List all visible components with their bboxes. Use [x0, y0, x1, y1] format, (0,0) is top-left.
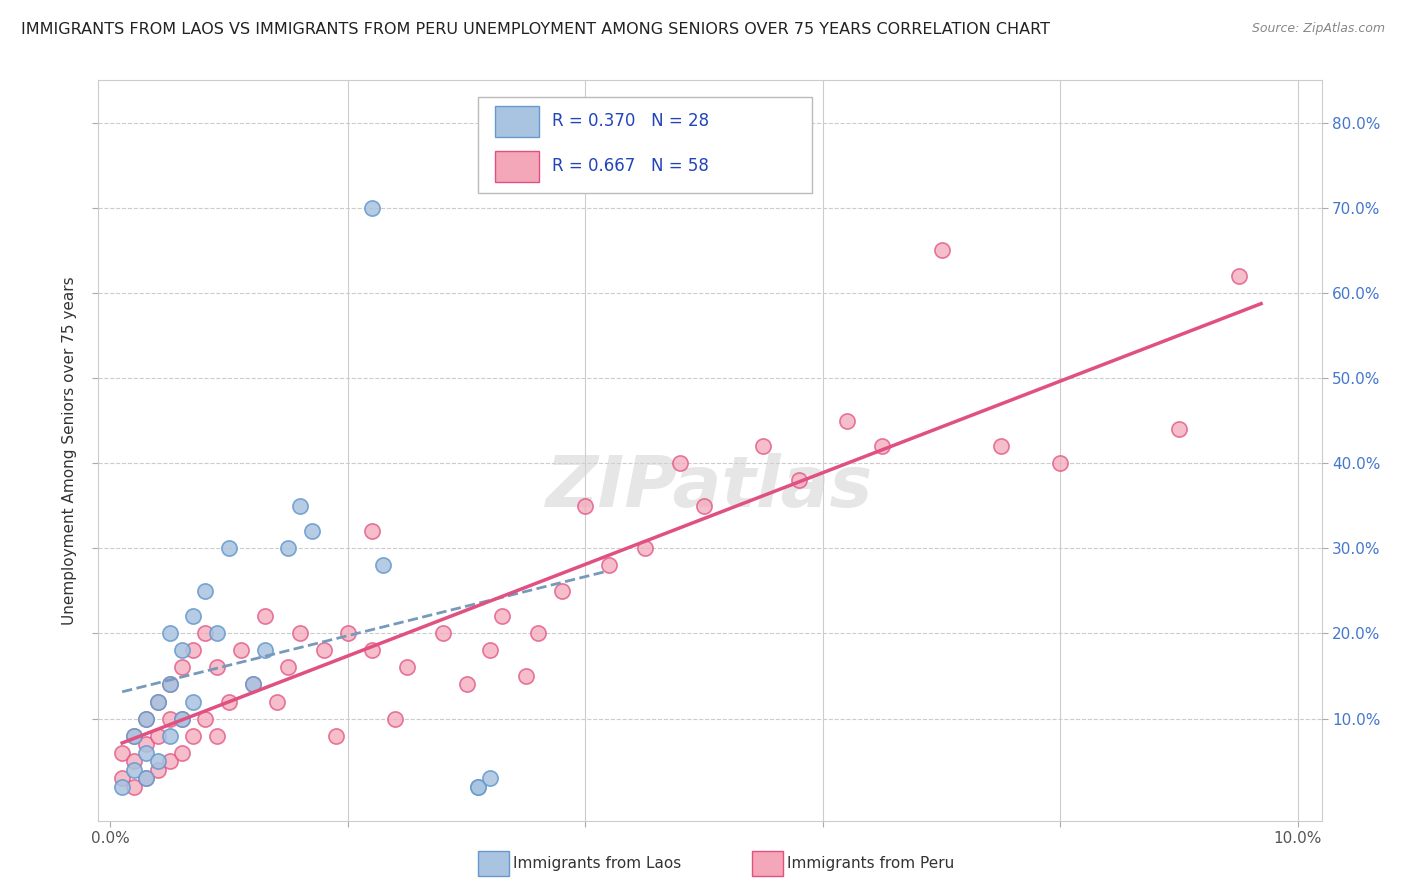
Point — [253, 609, 276, 624]
Point — [515, 669, 537, 683]
Point — [146, 729, 169, 743]
Point — [360, 643, 382, 657]
Point — [146, 754, 169, 768]
Point — [159, 729, 181, 743]
Y-axis label: Unemployment Among Seniors over 75 years: Unemployment Among Seniors over 75 years — [62, 277, 77, 624]
FancyBboxPatch shape — [478, 96, 813, 194]
Point — [122, 780, 145, 794]
Point — [159, 754, 181, 768]
Point — [479, 771, 502, 785]
Point — [277, 541, 299, 556]
Point — [122, 729, 145, 743]
Bar — [495, 151, 538, 182]
Point — [183, 729, 205, 743]
Point — [146, 694, 169, 708]
Point — [312, 643, 335, 657]
Point — [693, 499, 716, 513]
Point — [491, 609, 513, 624]
Point — [159, 626, 181, 640]
Point — [122, 763, 145, 777]
Point — [1168, 422, 1191, 436]
Point — [253, 643, 276, 657]
Point — [111, 771, 134, 785]
Point — [360, 524, 382, 539]
Point — [183, 694, 205, 708]
Point — [146, 763, 169, 777]
Point — [456, 677, 478, 691]
Point — [325, 729, 347, 743]
Point — [870, 439, 893, 453]
Point — [205, 660, 228, 674]
Point — [205, 729, 228, 743]
Point — [170, 643, 193, 657]
Point — [634, 541, 657, 556]
Point — [229, 643, 252, 657]
Point — [1227, 268, 1250, 283]
Point — [373, 558, 395, 573]
Point — [170, 712, 193, 726]
Point — [931, 244, 953, 258]
Text: Immigrants from Laos: Immigrants from Laos — [513, 856, 682, 871]
Point — [146, 694, 169, 708]
Point — [135, 771, 157, 785]
Text: IMMIGRANTS FROM LAOS VS IMMIGRANTS FROM PERU UNEMPLOYMENT AMONG SENIORS OVER 75 : IMMIGRANTS FROM LAOS VS IMMIGRANTS FROM … — [21, 22, 1050, 37]
Point — [111, 746, 134, 760]
Point — [135, 712, 157, 726]
Point — [290, 626, 312, 640]
Point — [990, 439, 1012, 453]
Point — [135, 712, 157, 726]
Point — [598, 558, 620, 573]
Point — [467, 780, 489, 794]
Point — [205, 626, 228, 640]
Point — [550, 583, 572, 598]
Point — [360, 201, 382, 215]
Point — [170, 660, 193, 674]
Point — [242, 677, 264, 691]
Text: R = 0.667   N = 58: R = 0.667 N = 58 — [553, 158, 709, 176]
Point — [574, 499, 596, 513]
Point — [183, 609, 205, 624]
Point — [122, 754, 145, 768]
Point — [467, 780, 489, 794]
Point — [183, 643, 205, 657]
Point — [752, 439, 775, 453]
Point — [336, 626, 359, 640]
Bar — [495, 106, 538, 136]
Point — [170, 746, 193, 760]
Point — [1049, 456, 1071, 470]
Point — [194, 583, 217, 598]
Point — [159, 677, 181, 691]
Point — [218, 694, 240, 708]
Point — [159, 712, 181, 726]
Point — [527, 626, 550, 640]
Text: Immigrants from Peru: Immigrants from Peru — [787, 856, 955, 871]
Point — [384, 712, 406, 726]
Point — [479, 643, 502, 657]
Point — [194, 626, 217, 640]
Point — [432, 626, 454, 640]
Point — [242, 677, 264, 691]
Point — [277, 660, 299, 674]
Point — [135, 746, 157, 760]
Point — [290, 499, 312, 513]
Point — [835, 414, 858, 428]
Text: Source: ZipAtlas.com: Source: ZipAtlas.com — [1251, 22, 1385, 36]
Point — [159, 677, 181, 691]
Point — [301, 524, 323, 539]
Point — [787, 473, 810, 487]
Point — [170, 712, 193, 726]
Point — [135, 737, 157, 751]
Point — [111, 780, 134, 794]
Text: ZIPatlas: ZIPatlas — [547, 453, 873, 522]
Point — [669, 456, 692, 470]
Text: R = 0.370   N = 28: R = 0.370 N = 28 — [553, 112, 710, 130]
Point — [218, 541, 240, 556]
Point — [396, 660, 419, 674]
Point — [266, 694, 288, 708]
Point — [194, 712, 217, 726]
Point — [135, 771, 157, 785]
Point — [122, 729, 145, 743]
